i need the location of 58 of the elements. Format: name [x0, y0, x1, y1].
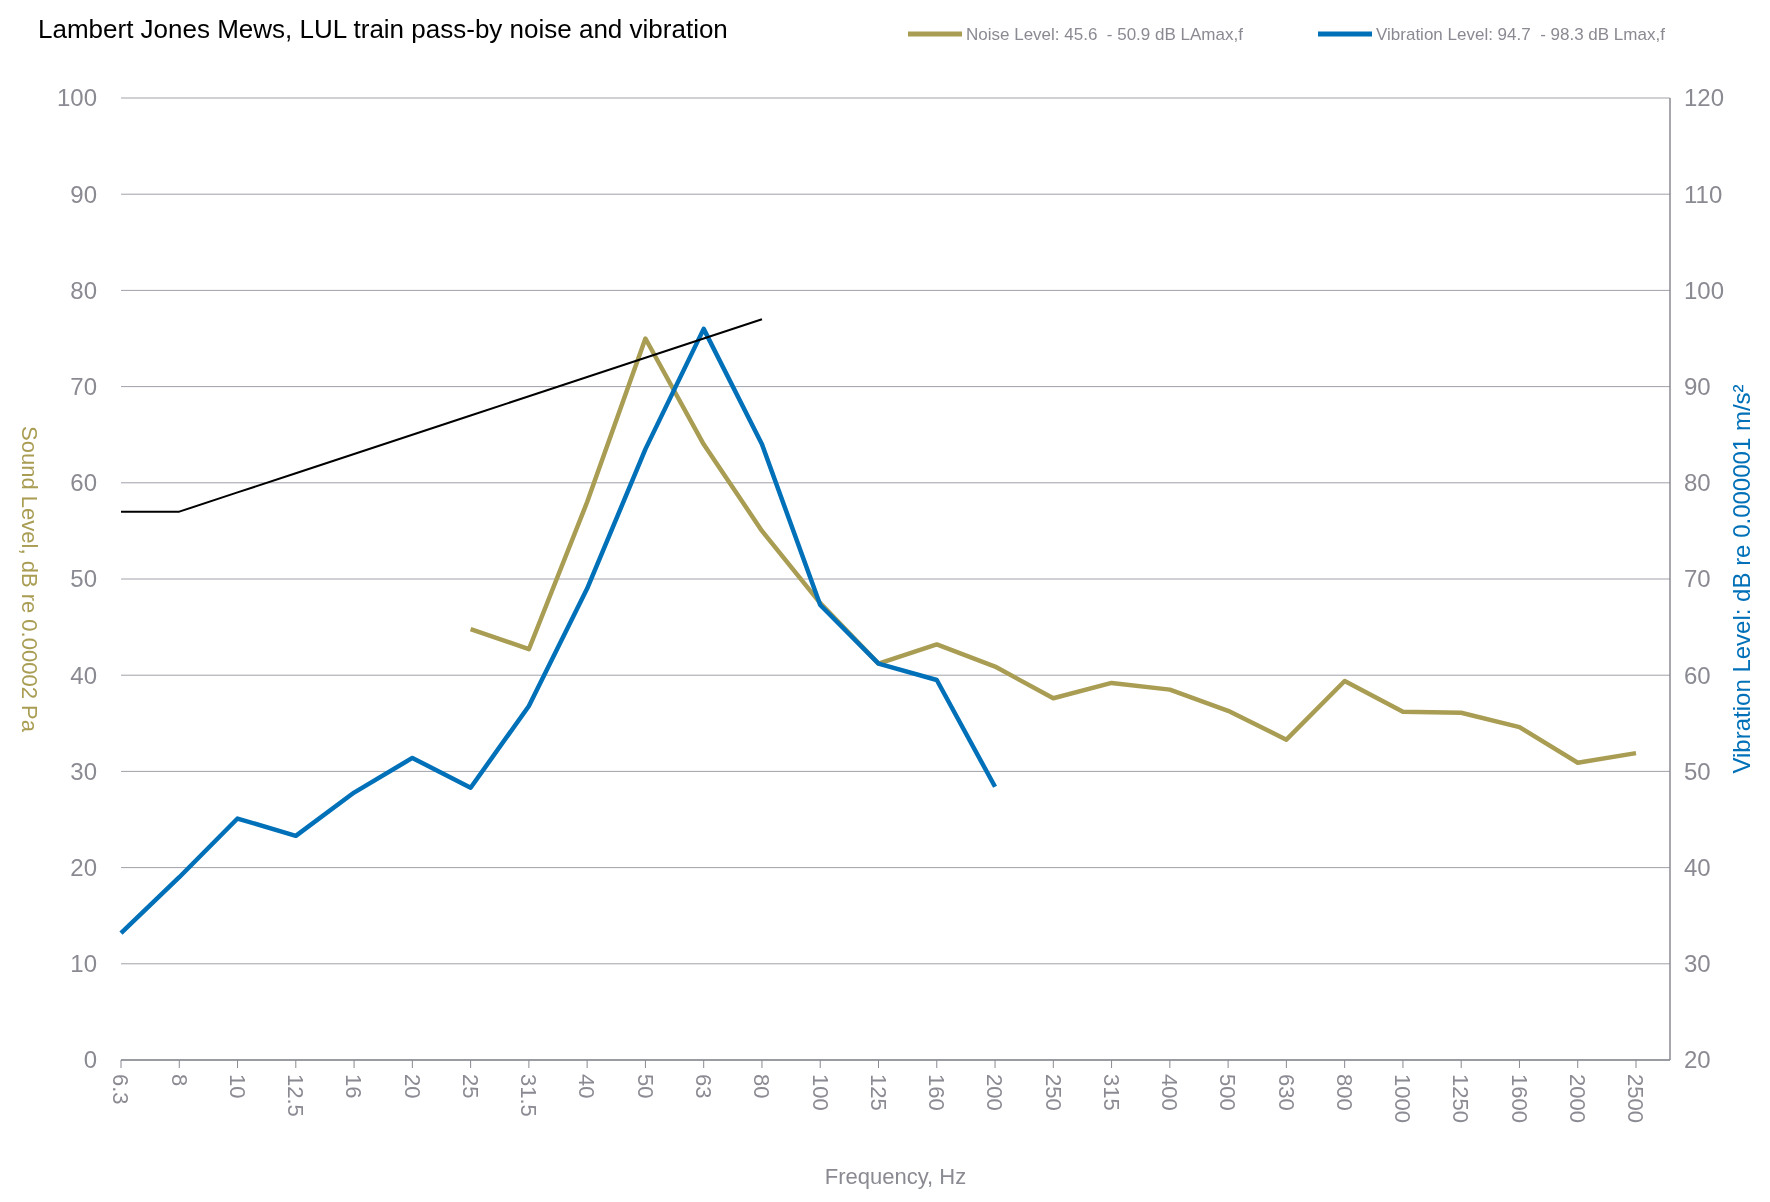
y-tick-label: 60 — [70, 469, 97, 497]
y2-tick-label: 60 — [1684, 661, 1711, 689]
x-tick-label: 160 — [924, 1074, 950, 1111]
x-tick-label: 1600 — [1506, 1074, 1532, 1123]
y2-tick-label: 110 — [1684, 180, 1723, 208]
y2-tick-label: 90 — [1684, 373, 1711, 400]
x-tick-label: 2000 — [1565, 1074, 1591, 1123]
x-tick-label: 250 — [1040, 1074, 1066, 1111]
y-tick-label: 100 — [56, 84, 97, 112]
y2-tick-label: 40 — [1684, 854, 1711, 881]
x-tick-label: 1250 — [1448, 1074, 1474, 1123]
x-tick-label: 31.5 — [516, 1074, 542, 1117]
y-tick-label: 20 — [70, 854, 97, 881]
line-series — [120, 318, 763, 513]
y2-axis-title: Vibration Level: dB re 0.000001 m/s² — [1728, 384, 1755, 774]
x-axis-title: Frequency, Hz — [824, 1164, 967, 1189]
y-tick-label: 40 — [70, 661, 97, 689]
line-series — [468, 336, 1639, 765]
x-tick-label: 10 — [224, 1074, 250, 1099]
x-tick-label: 400 — [1157, 1074, 1183, 1111]
x-tick-label: 12.5 — [283, 1074, 309, 1117]
y-tick-label: 0 — [83, 1046, 97, 1074]
y-tick-label: 80 — [70, 276, 97, 304]
x-tick-label: 50 — [632, 1074, 658, 1099]
x-tick-label: 2500 — [1623, 1074, 1649, 1123]
y-tick-label: 90 — [70, 180, 97, 208]
x-tick-label: 6.3 — [108, 1074, 134, 1105]
x-tick-label: 16 — [341, 1074, 367, 1099]
x-tick-label: 80 — [749, 1074, 775, 1099]
y2-tick-label: 120 — [1684, 84, 1725, 112]
y2-tick-label: 30 — [1684, 950, 1711, 978]
x-tick-label: 800 — [1331, 1074, 1357, 1111]
y-tick-label: 50 — [70, 565, 97, 593]
y-axis-title: Sound Level, dB re 0.00002 Pa — [17, 426, 42, 733]
x-tick-label: 125 — [865, 1074, 891, 1111]
x-tick-label: 630 — [1273, 1074, 1299, 1111]
y-tick-label: 10 — [70, 950, 97, 978]
x-tick-label: 1000 — [1390, 1074, 1416, 1123]
y2-tick-label: 70 — [1684, 565, 1711, 593]
line-series — [118, 326, 998, 936]
y2-tick-label: 20 — [1684, 1046, 1711, 1074]
y2-tick-label: 100 — [1684, 276, 1725, 304]
x-tick-label: 8 — [166, 1074, 192, 1087]
x-tick-label: 63 — [690, 1074, 716, 1099]
x-tick-label: 40 — [574, 1074, 600, 1099]
x-tick-label: 200 — [982, 1074, 1008, 1111]
x-tick-label: 500 — [1215, 1074, 1241, 1111]
x-tick-label: 100 — [807, 1074, 833, 1111]
y-tick-label: 30 — [70, 757, 97, 785]
y2-tick-label: 80 — [1684, 469, 1711, 497]
legend-label: Vibration Level: 94.7 - 98.3 dB Lmax,f — [1376, 24, 1666, 44]
y2-tick-label: 50 — [1684, 757, 1711, 785]
chart-title: Lambert Jones Mews, LUL train pass-by noise and vibration — [38, 14, 728, 44]
x-tick-label: 20 — [399, 1074, 425, 1099]
legend-label: Noise Level: 45.6 - 50.9 dB LAmax,f — [966, 24, 1244, 44]
x-tick-label: 315 — [1098, 1074, 1124, 1111]
x-tick-label: 25 — [457, 1074, 483, 1099]
y-tick-label: 70 — [70, 373, 97, 400]
